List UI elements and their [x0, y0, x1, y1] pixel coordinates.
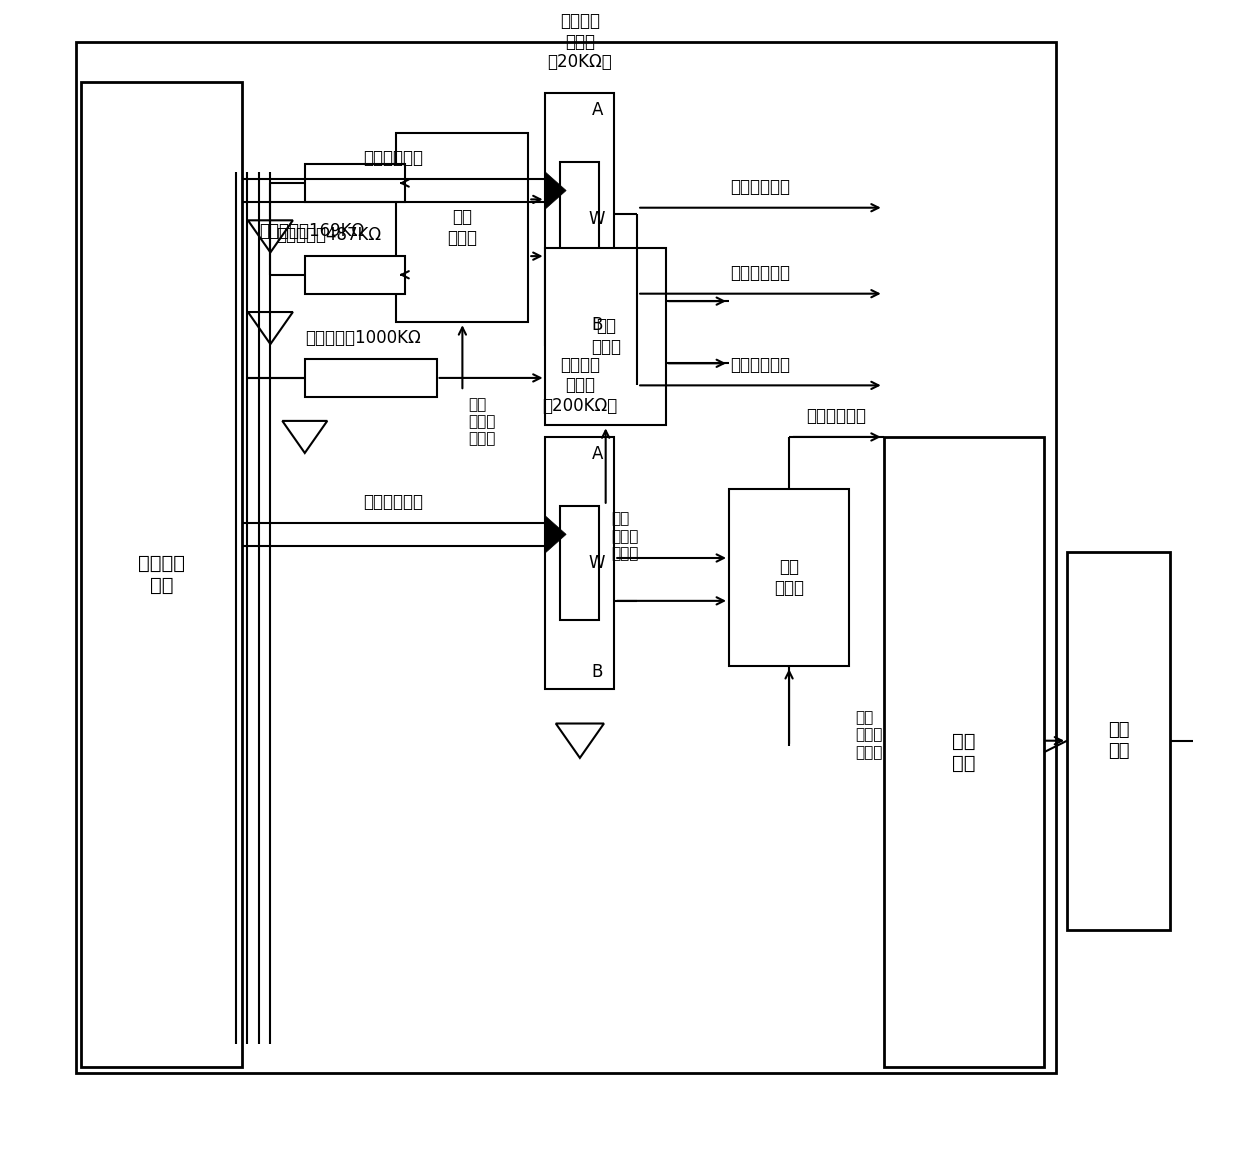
Bar [560, 162, 599, 277]
Bar [1068, 552, 1171, 930]
Text: W: W [589, 210, 605, 229]
Bar [305, 358, 436, 396]
Text: A: A [591, 445, 603, 463]
Text: 电源输入端口: 电源输入端口 [730, 178, 790, 196]
Text: 指令控制
模块: 指令控制 模块 [138, 554, 185, 595]
Text: A: A [591, 101, 603, 119]
Text: 输出
端口: 输出 端口 [1107, 722, 1130, 761]
Text: 第二电阻，487KΩ: 第二电阻，487KΩ [277, 226, 381, 245]
Polygon shape [546, 516, 567, 553]
Bar [546, 437, 614, 689]
Text: 第二
继电器
控制端: 第二 继电器 控制端 [611, 511, 639, 561]
Bar [560, 506, 599, 620]
Polygon shape [546, 172, 567, 209]
Text: 输出使能端口: 输出使能端口 [730, 264, 790, 282]
Bar [397, 133, 528, 323]
Text: 第三
继电器: 第三 继电器 [448, 208, 477, 247]
Text: B: B [591, 663, 603, 681]
Text: 电源
模块: 电源 模块 [952, 732, 976, 772]
Bar [305, 256, 404, 294]
Text: 第一控制总线: 第一控制总线 [363, 149, 424, 168]
Text: 第一
继电器: 第一 继电器 [774, 558, 804, 596]
Text: 第二控制总线: 第二控制总线 [363, 493, 424, 511]
Text: 第二数控
电位器
（200KΩ）: 第二数控 电位器 （200KΩ） [542, 355, 618, 415]
Text: 第一控制端口: 第一控制端口 [730, 356, 790, 373]
Text: 第一
继电器
控制端: 第一 继电器 控制端 [854, 710, 883, 759]
Text: 第一数控
电位器
（20KΩ）: 第一数控 电位器 （20KΩ） [548, 11, 613, 71]
Bar [729, 488, 849, 666]
Bar [884, 437, 1044, 1067]
Bar [305, 164, 404, 202]
Bar [546, 248, 666, 425]
Text: 第二控制端口: 第二控制端口 [806, 408, 867, 425]
Bar [76, 41, 1055, 1073]
Bar [546, 93, 614, 345]
Text: 第三
继电器
控制端: 第三 继电器 控制端 [469, 396, 496, 447]
Text: 第二
继电器: 第二 继电器 [590, 317, 621, 356]
Text: W: W [589, 554, 605, 572]
Text: 第三电阻，169KΩ: 第三电阻，169KΩ [259, 222, 365, 240]
Bar [82, 82, 242, 1067]
Text: B: B [591, 316, 603, 333]
Text: 第一电阻，1000KΩ: 第一电阻，1000KΩ [305, 330, 420, 347]
